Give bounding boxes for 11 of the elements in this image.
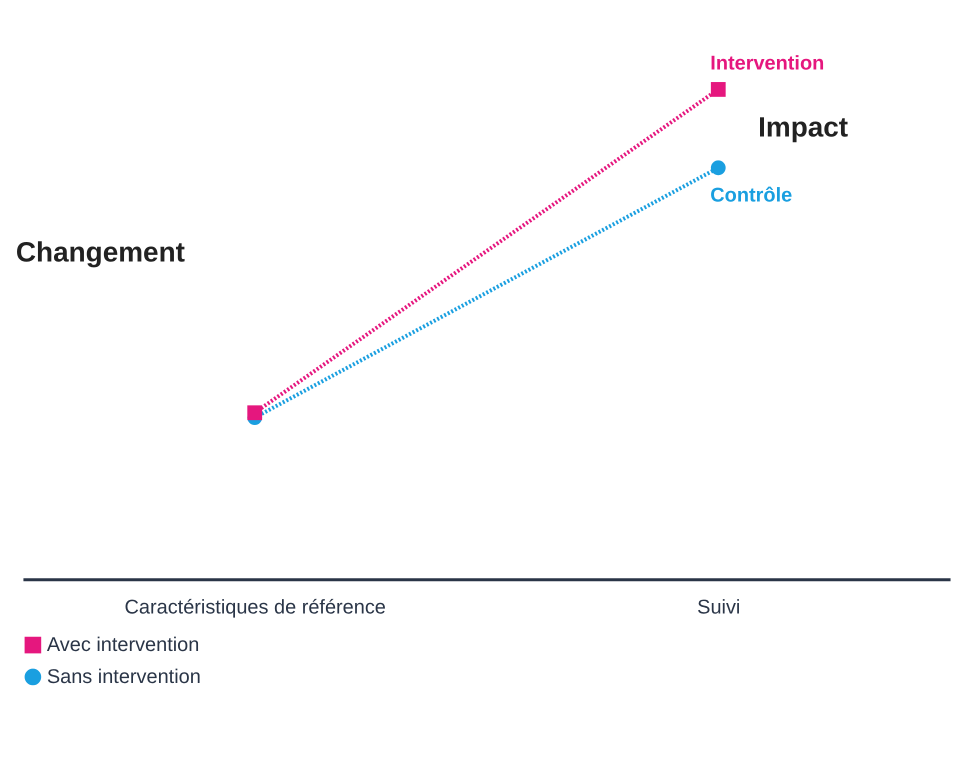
annotation: Impact bbox=[758, 112, 848, 143]
legend-label: Sans intervention bbox=[46, 666, 201, 688]
x-tick-label: Suivi bbox=[697, 596, 740, 619]
point bbox=[247, 405, 262, 420]
annotation: Intervention bbox=[710, 52, 824, 74]
annotation: Changement bbox=[16, 236, 185, 268]
legend-label: Avec intervention bbox=[46, 634, 200, 656]
point bbox=[710, 160, 726, 176]
point bbox=[710, 82, 726, 97]
annotation: Contrôle bbox=[710, 184, 792, 207]
x-tick-label: Caractéristiques de référence bbox=[124, 596, 386, 619]
